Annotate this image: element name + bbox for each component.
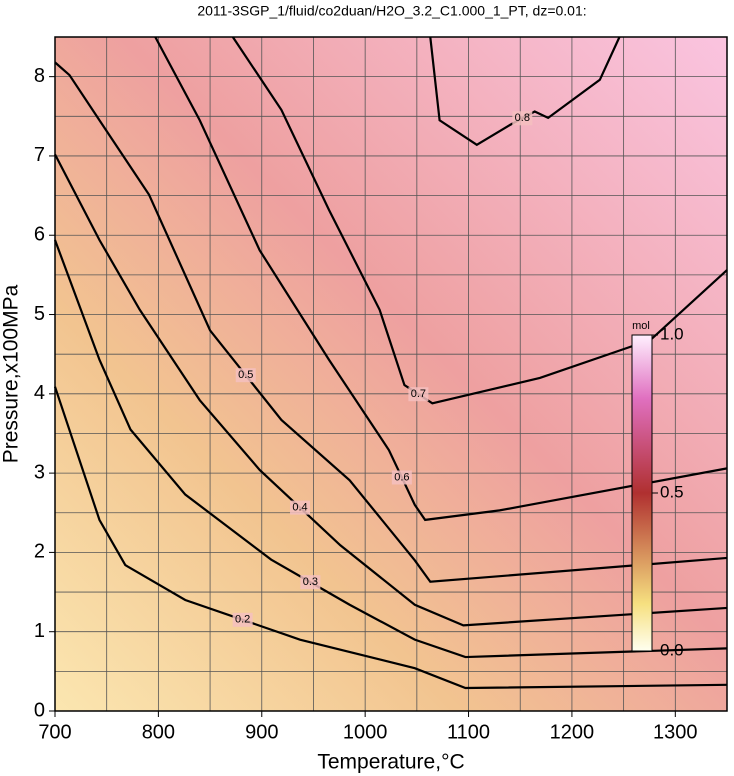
y-tick-label: 5: [34, 303, 45, 325]
contour-label-bg: [290, 500, 311, 515]
chart-title: 2011-3SGP_1/fluid/co2duan/H2O_3.2_C1.000…: [197, 3, 586, 19]
x-tick-label: 1300: [653, 721, 698, 743]
y-tick-label: 4: [34, 382, 45, 404]
contour-label-bg: [300, 575, 321, 590]
x-tick-label: 1200: [550, 721, 595, 743]
y-tick-label: 8: [34, 65, 45, 87]
colorbar-label: mol: [632, 320, 650, 332]
x-tick-label: 1100: [447, 721, 490, 743]
y-axis-label: Pressure,x100MPa: [0, 284, 23, 463]
contour-label: 0.5: [238, 369, 253, 381]
contour-label: 0.8: [515, 112, 530, 124]
plot-frame: [54, 36, 728, 712]
contour-label: 0.3: [303, 576, 318, 588]
contour-label: 0.6: [394, 471, 409, 483]
contour-line: [231, 36, 728, 405]
y-tick-label: 1: [34, 620, 45, 642]
contour-label-bg: [235, 368, 256, 383]
contour-label: 0.2: [235, 614, 250, 626]
colorbar-tick-label: 0.0: [660, 640, 684, 659]
contour-label: 0.4: [292, 502, 307, 514]
contour-label: 0.7: [411, 388, 426, 400]
colorbar-tick-label: 1.0: [660, 324, 684, 343]
x-tick-label: 1000: [343, 721, 388, 743]
contour-label-bg: [408, 387, 429, 402]
x-tick-label: 900: [245, 721, 278, 743]
x-axis-label: Temperature,°C: [317, 751, 464, 774]
contour-label-bg: [232, 612, 253, 627]
y-tick-label: 0: [34, 699, 45, 721]
y-tick-label: 6: [34, 224, 45, 246]
x-tick-label: 800: [142, 721, 175, 743]
y-tick-label: 7: [34, 144, 45, 166]
contour-line: [54, 153, 728, 627]
contour-field: [55, 37, 727, 711]
y-tick-label: 3: [34, 461, 45, 483]
colorbar: [631, 334, 653, 652]
contour-label-bg: [512, 111, 533, 126]
contour-line: [154, 36, 728, 522]
y-tick-label: 2: [34, 541, 45, 563]
contour-label-bg: [391, 470, 412, 485]
x-tick-label: 700: [38, 721, 71, 743]
contour-line: [53, 239, 728, 659]
colorbar-tick-label: 0.5: [660, 482, 684, 501]
